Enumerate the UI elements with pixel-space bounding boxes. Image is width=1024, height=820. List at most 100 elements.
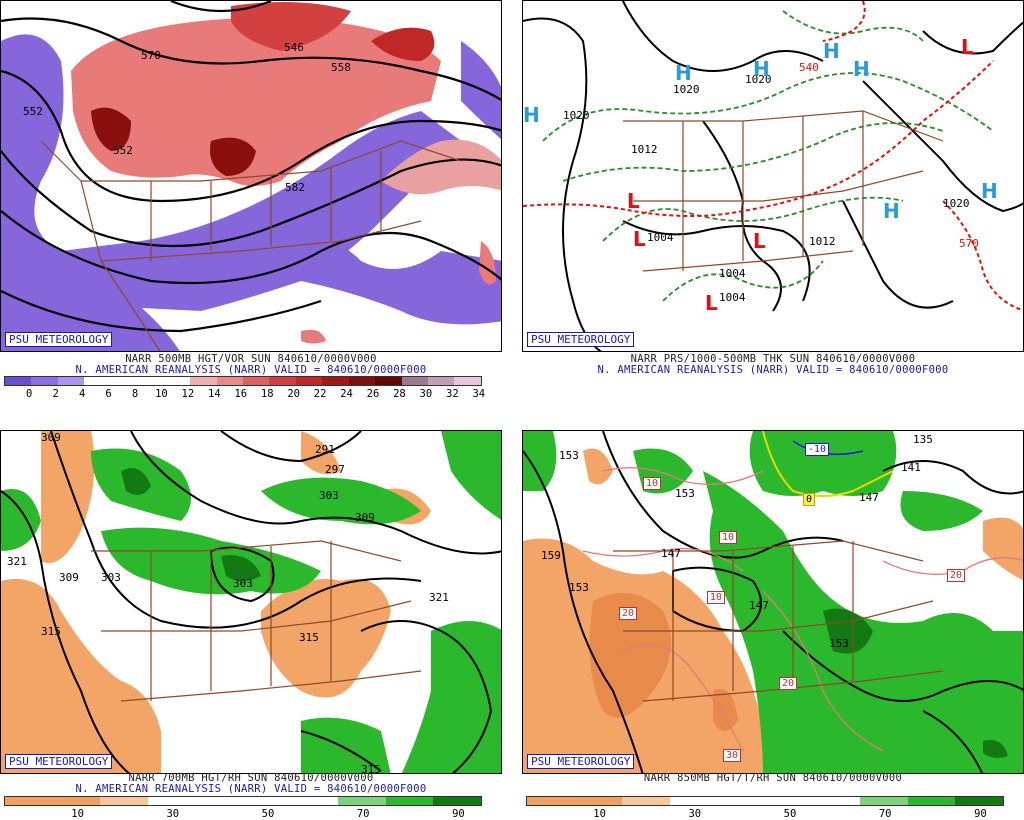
panel-850mb-t-rh: 153 135 141 147 153 147 159 153 153 147 …: [522, 430, 1024, 820]
colorbar-swatch: [860, 797, 908, 805]
vorticity-field: [1, 1, 501, 351]
colorbar-tick: 14: [208, 388, 221, 400]
colorbar-tick: 28: [393, 388, 406, 400]
map-500mb: 570 546 558 552 582 552 PSU METEOROLOGY: [0, 0, 502, 352]
contour-label: 147: [749, 599, 769, 612]
dry-area: [1, 579, 161, 773]
isobar-label: 1004: [719, 291, 746, 304]
panel-subcaption: N. AMERICAN REANALYSIS (NARR) VALID = 84…: [597, 364, 949, 376]
high-pressure-marker: H: [853, 57, 870, 81]
colorbar-tick: 10: [593, 808, 606, 820]
colorbar-tick: 30: [166, 808, 180, 820]
contour-label: 159: [541, 549, 561, 562]
state-borders: [623, 110, 944, 272]
colorbar-swatch: [242, 797, 291, 805]
colorbar-tick: 18: [260, 388, 274, 400]
colorbar-swatch: [5, 797, 53, 805]
colorbar-tick: 10: [155, 388, 168, 400]
thickness-label: 540: [799, 61, 819, 74]
colorbar-tick: 2: [52, 388, 59, 400]
colorbar-swatch: [454, 377, 481, 385]
isobar-label: 1004: [719, 267, 746, 280]
contour-label: 309: [355, 511, 375, 524]
isotherm-box: -10: [805, 443, 830, 456]
state-borders: [91, 540, 422, 702]
colorbar-tick: 10: [71, 808, 84, 820]
panel-subcaption: N. AMERICAN REANALYSIS (NARR) VALID = 84…: [75, 364, 427, 376]
colorbar-swatch: [385, 797, 434, 805]
state-borders: [40, 140, 462, 351]
colorbar-swatch: [147, 797, 196, 805]
colorbar-swatch: [190, 377, 217, 385]
colorbar-swatch: [812, 797, 861, 805]
isobar-label: 1004: [647, 231, 674, 244]
colorbar-swatch: [622, 797, 670, 805]
high-pressure-marker: H: [823, 39, 840, 63]
map-850mb: 153 135 141 147 153 147 159 153 153 147 …: [522, 430, 1024, 774]
colorbar-tick: 20: [287, 388, 300, 400]
map-mslp: 1020 1020 1020 1020 1012 1004 1004 1004 …: [522, 0, 1024, 352]
isotherm-box: 20: [619, 607, 638, 620]
colorbar-tick: 32: [446, 388, 459, 400]
contour-label: 315: [299, 631, 319, 644]
colorbar-swatch: [57, 377, 85, 385]
isobar-label: 1012: [631, 143, 658, 156]
state-borders: [613, 540, 944, 702]
low-pressure-marker: L: [961, 35, 974, 59]
rh-field: [1, 431, 501, 773]
colorbar-swatch: [295, 377, 323, 385]
isobar-label: 1012: [809, 235, 836, 248]
contour-label: 309: [41, 431, 61, 444]
colorbar-tick: 26: [366, 388, 380, 400]
panel-caption: NARR 500MB HGT/VOR SUN 840610/0000V000: [125, 353, 377, 365]
contour-label: 315: [361, 763, 381, 774]
colorbar-swatch: [216, 377, 243, 385]
low-pressure-marker: L: [633, 227, 646, 251]
colorbar-swatch: [348, 377, 376, 385]
contour-label: 552: [23, 105, 43, 118]
colorbar-swatch: [31, 377, 58, 385]
colorbar-tick: 70: [356, 808, 370, 820]
colorbar-tick: 0: [26, 388, 33, 400]
contour-label: 147: [661, 547, 681, 560]
colorbar: [4, 376, 482, 386]
colorbar-swatch: [100, 797, 148, 805]
thickness-label: 570: [959, 237, 979, 250]
contour-label: 147: [859, 491, 879, 504]
thickness-570: [523, 1, 1023, 312]
isotherm-box: 10: [707, 591, 726, 604]
high-pressure-marker: H: [523, 103, 540, 127]
colorbar: [4, 796, 482, 806]
colorbar-tick: 34: [472, 388, 486, 400]
low-pressure-marker: L: [753, 229, 766, 253]
psu-badge: PSU METEOROLOGY: [5, 754, 113, 769]
low-pressure-marker: L: [705, 291, 718, 315]
low-pressure-marker: L: [627, 189, 640, 213]
contour-label: 153: [829, 637, 849, 650]
isobar-label: 1020: [673, 83, 700, 96]
colorbar-tick: 30: [419, 388, 433, 400]
panel-500mb-vorticity: 570 546 558 552 582 552 PSU METEOROLOGY …: [0, 0, 502, 400]
colorbar-swatch: [137, 377, 164, 385]
colorbar-tick: 90: [974, 808, 987, 820]
contour-label: 321: [429, 591, 449, 604]
colorbar-tick: 4: [78, 388, 86, 400]
colorbar-swatch: [242, 377, 270, 385]
colorbar-tick: 70: [878, 808, 892, 820]
contour-label: 141: [901, 461, 921, 474]
colorbar-swatch: [290, 797, 339, 805]
colorbar-tick: 6: [105, 388, 112, 400]
panel-caption: NARR 850MB HGT/T/RH SUN 840610/0000V000: [643, 772, 903, 784]
colorbar-swatch: [955, 797, 1003, 805]
contour-label: 552: [113, 144, 133, 157]
colorbar-swatch: [375, 377, 402, 385]
colorbar-tick: 50: [783, 808, 797, 820]
height-contours: [1, 1, 501, 333]
contour-label: 297: [325, 463, 345, 476]
colorbar-swatch: [527, 797, 575, 805]
colorbar-swatch: [110, 377, 138, 385]
isotherm-box: 20: [779, 677, 798, 690]
height-contours: [1, 431, 501, 773]
isotherm-box: 20: [947, 569, 966, 582]
colorbar-swatch: [717, 797, 765, 805]
